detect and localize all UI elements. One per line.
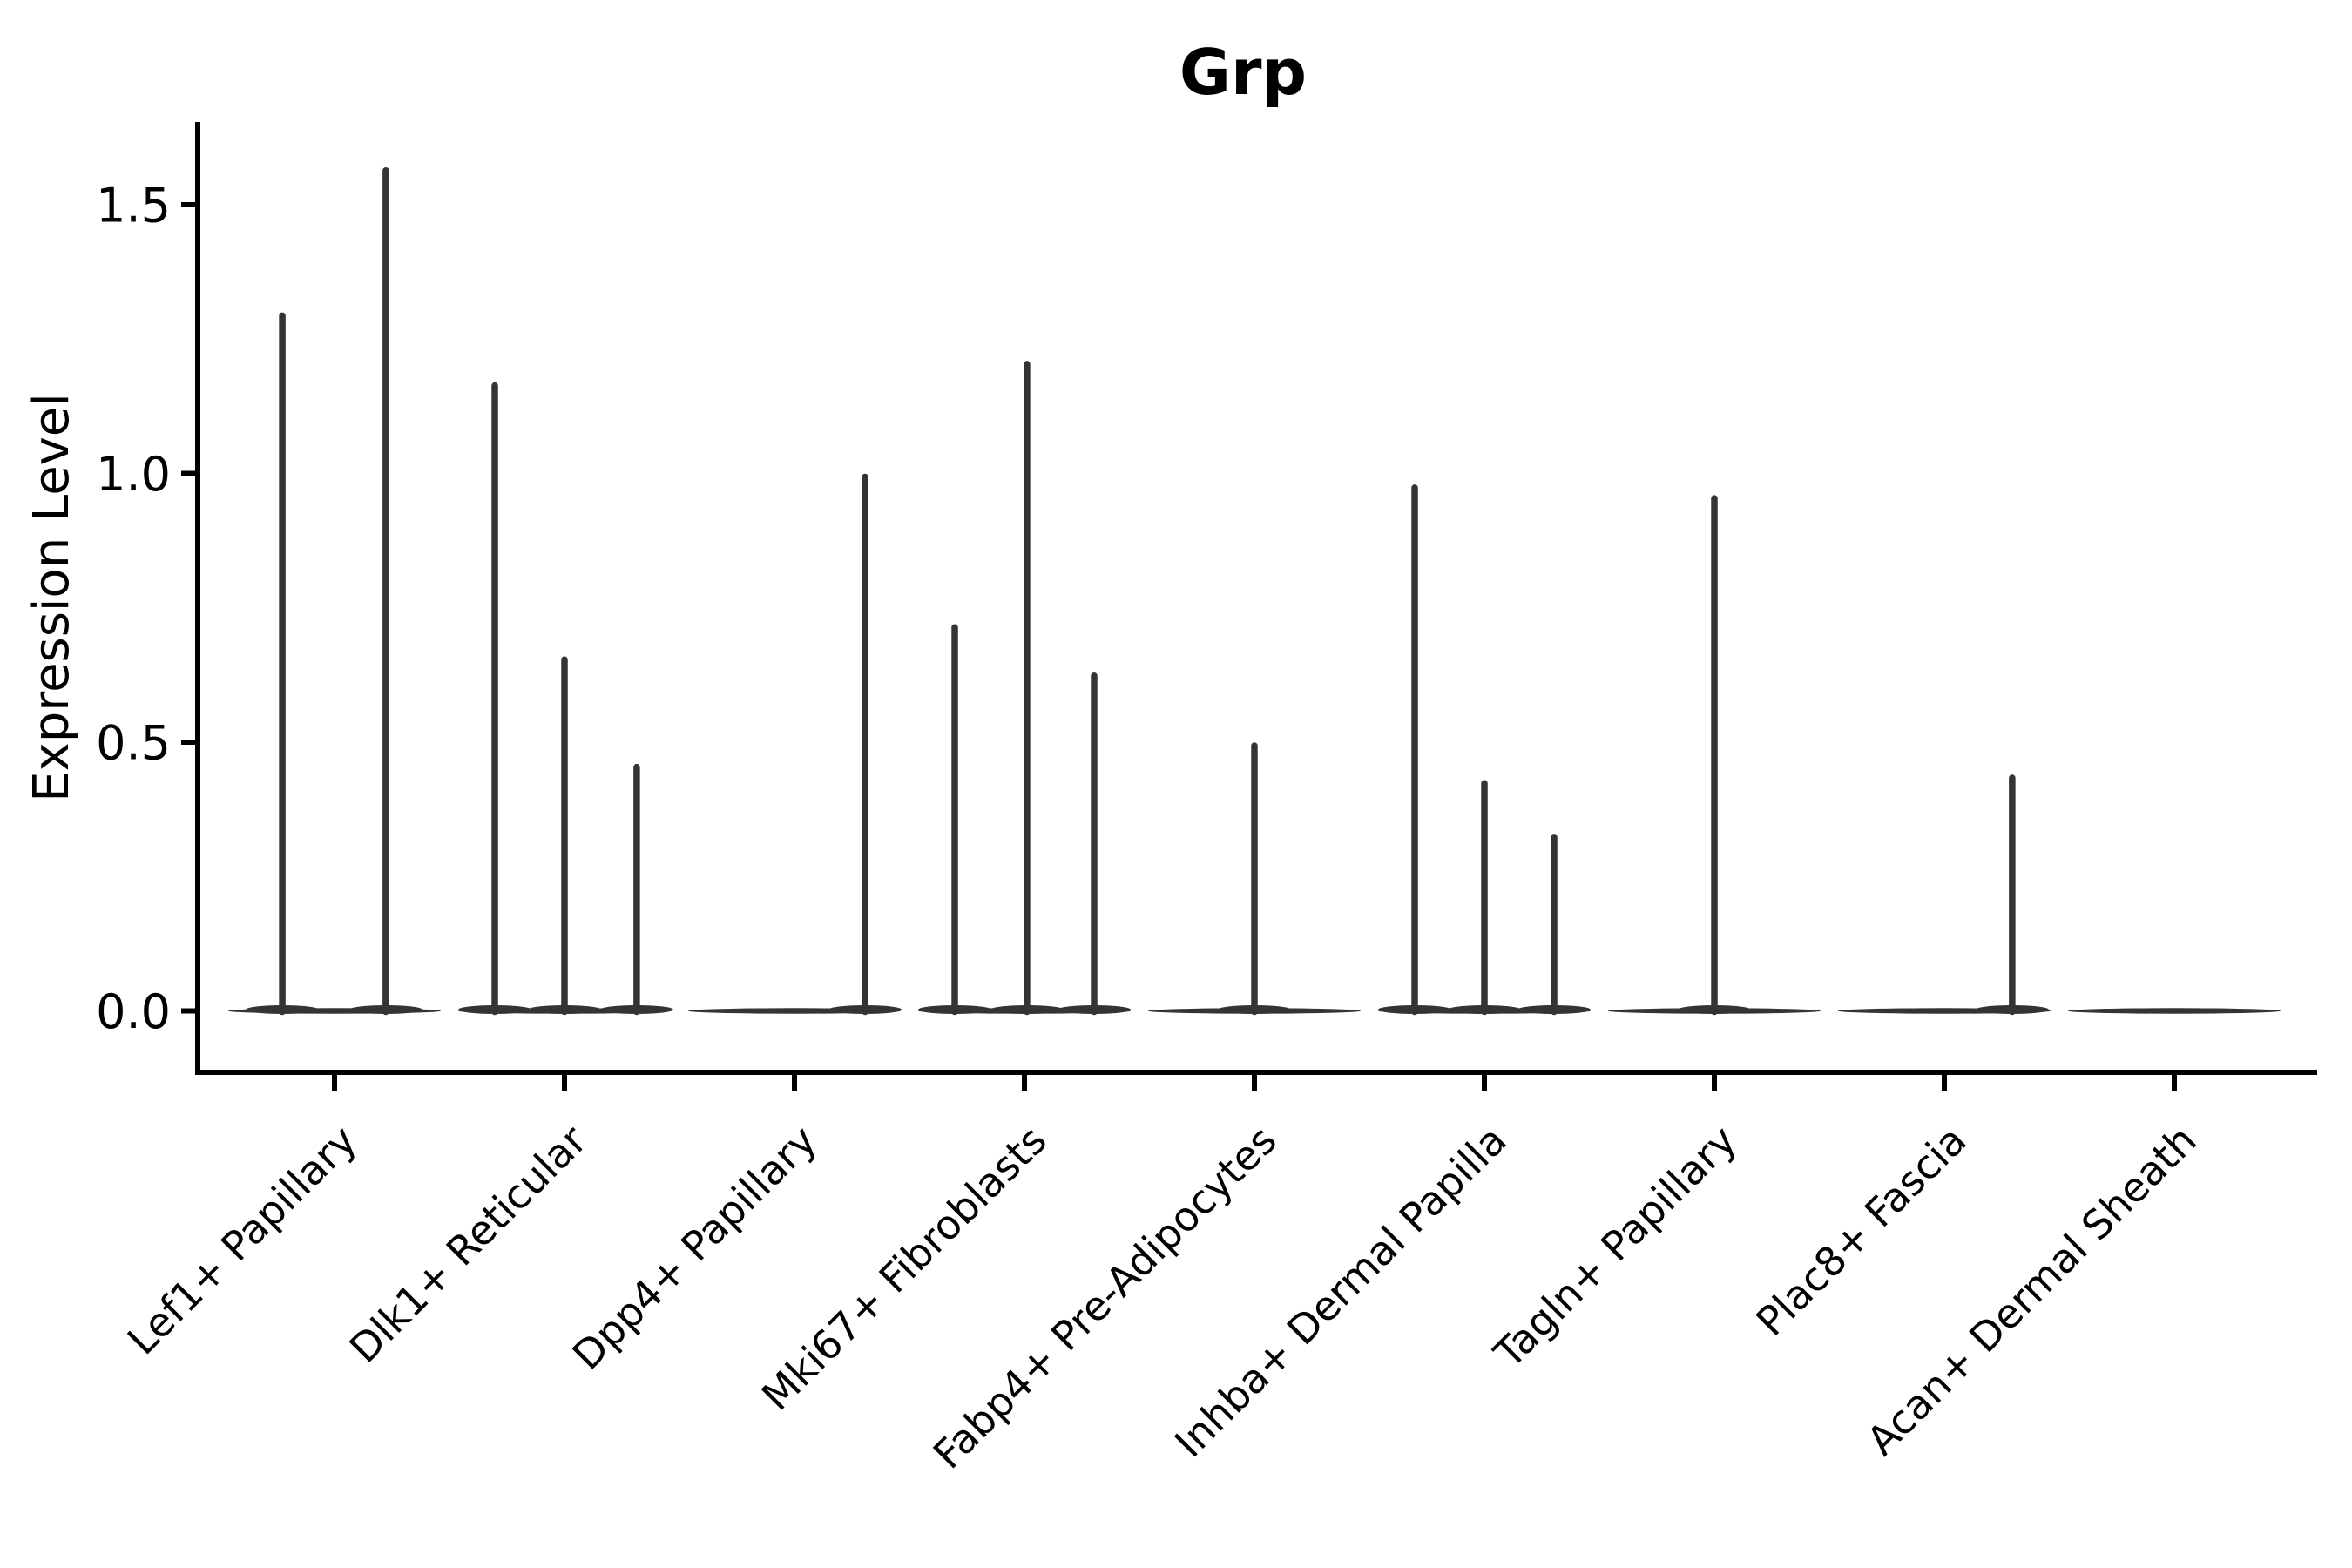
chart-title: Grp [1179, 36, 1307, 109]
y-axis-label: Expression Level [24, 393, 80, 802]
x-tick-label: Tagln+ Papillary [1484, 1117, 1746, 1378]
violin-marks [228, 167, 2281, 1016]
x-tick-label: Plac8+ Fascia [1747, 1117, 1975, 1345]
y-tick-label: 0.0 [96, 984, 171, 1039]
y-ticks: 0.0 0.5 1.0 1.5 [96, 178, 195, 1039]
axes-spines [195, 122, 2317, 1075]
violin-base [2068, 1008, 2281, 1014]
y-tick-label: 1.5 [96, 178, 171, 233]
x-tick-label: Dlk1+ Reticular [341, 1117, 596, 1372]
y-tick-label: 1.0 [96, 447, 171, 502]
x-tick-label: Dpp4+ Papillary [564, 1117, 826, 1379]
y-tick-label: 0.5 [96, 715, 171, 770]
x-ticks [332, 1075, 2177, 1091]
x-tick-label: Lef1+ Papillary [118, 1117, 366, 1364]
